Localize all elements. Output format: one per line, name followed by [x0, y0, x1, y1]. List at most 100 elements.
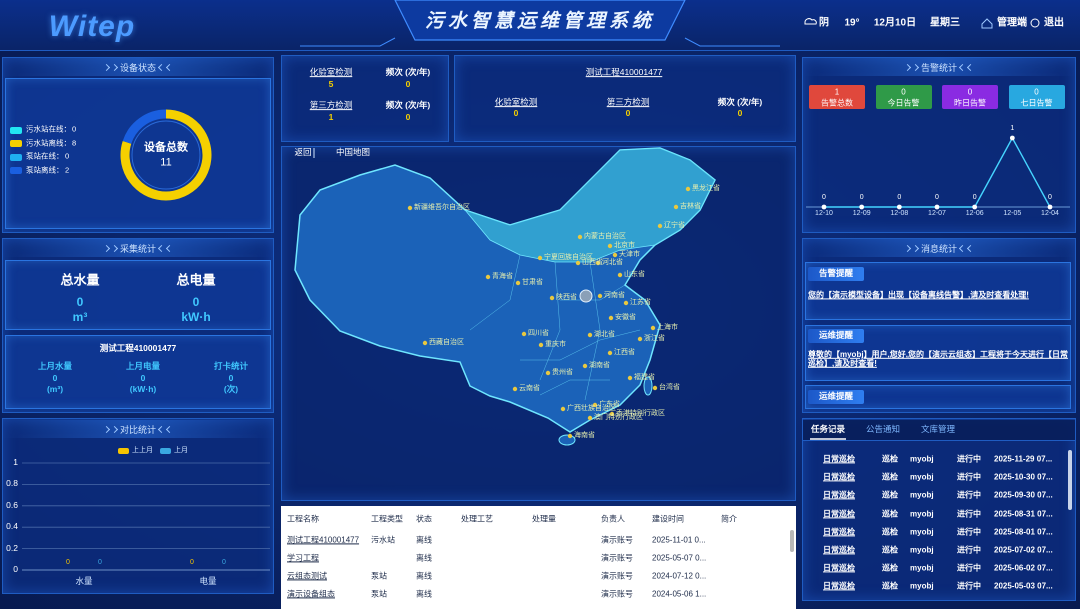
table-cell[interactable]: 测试工程410001477	[287, 535, 360, 545]
province-dot[interactable]	[617, 272, 623, 278]
taiwan-shape[interactable]	[643, 376, 653, 396]
task-cell[interactable]: 日常巡检	[823, 490, 855, 500]
task-cell[interactable]: 日常巡检	[823, 527, 855, 537]
province-dot[interactable]	[597, 293, 603, 299]
province-dot[interactable]	[422, 340, 428, 346]
province-label[interactable]: 陕西省	[556, 293, 577, 301]
province-label[interactable]: 海南省	[574, 431, 595, 439]
tab[interactable]: 任务记录	[810, 424, 846, 435]
province-label[interactable]: 黑龙江省	[692, 184, 720, 192]
inspection-label[interactable]: 第三方检测	[309, 100, 353, 111]
province-dot[interactable]	[607, 350, 613, 356]
province-label[interactable]: 云南省	[519, 384, 540, 392]
back-button[interactable]: 返回	[294, 147, 312, 158]
message-tag-text[interactable]: 运维提醒	[818, 330, 854, 341]
project-name[interactable]: 测试工程410001477	[585, 67, 663, 78]
province-dot[interactable]	[673, 204, 679, 210]
province-dot[interactable]	[521, 331, 527, 337]
alarm-card[interactable]	[942, 85, 998, 109]
alarm-card[interactable]	[875, 85, 932, 109]
logout-link[interactable]: 退出	[1044, 17, 1064, 29]
province-label[interactable]: 江西省	[614, 348, 635, 356]
scrollbar[interactable]	[1068, 450, 1072, 510]
province-label[interactable]: 广东省	[599, 400, 620, 408]
province-dot[interactable]	[485, 274, 491, 280]
province-label[interactable]: 湖南省	[589, 361, 610, 369]
province-dot[interactable]	[582, 363, 588, 369]
province-label[interactable]: 福建省	[634, 373, 655, 381]
task-cell[interactable]: 日常巡检	[823, 563, 855, 573]
alarm-card[interactable]	[1008, 85, 1065, 109]
province-label[interactable]: 河北省	[602, 258, 623, 266]
inspection-label[interactable]: 第三方检测	[606, 97, 650, 108]
message-tag[interactable]	[808, 329, 864, 343]
province-dot[interactable]	[623, 300, 629, 306]
alarm-card[interactable]	[809, 85, 865, 109]
message-tag-text[interactable]: 告警提醒	[818, 268, 854, 279]
province-dot[interactable]	[608, 315, 614, 321]
province-label[interactable]: 辽宁省	[664, 221, 685, 229]
province-label[interactable]: 湖北省	[594, 330, 615, 338]
message-tag[interactable]	[808, 267, 864, 281]
province-label[interactable]: 台湾省	[659, 383, 680, 391]
table-cell[interactable]: 云组态测试	[287, 571, 327, 581]
province-dot[interactable]	[607, 243, 613, 249]
message-text[interactable]: 您的【演示模型设备】出现【设备离线告警】,请及时查看处理!	[808, 290, 1029, 300]
task-cell[interactable]: 日常巡检	[823, 454, 855, 464]
hainan-shape[interactable]	[558, 434, 576, 446]
province-label[interactable]: 河南省	[604, 291, 625, 299]
province-dot[interactable]	[407, 205, 413, 211]
province-label[interactable]: 江苏省	[630, 298, 651, 306]
map-region[interactable]	[463, 147, 716, 263]
province-label[interactable]: 北京市	[614, 241, 635, 249]
province-dot[interactable]	[538, 342, 544, 348]
scrollbar[interactable]	[790, 530, 794, 552]
province-label[interactable]: 山西省	[582, 258, 603, 266]
province-dot[interactable]	[592, 402, 598, 408]
province-dot[interactable]	[575, 260, 581, 266]
message-text[interactable]: 尊敬的【myobj】用户,您好,您的【演示云组态】工程将于今天进行【日常巡检】,…	[808, 349, 1069, 368]
province-dot[interactable]	[577, 234, 583, 240]
inspection-label[interactable]: 化验室检测	[309, 67, 353, 78]
table-cell[interactable]: 演示设备组态	[287, 589, 335, 599]
province-dot[interactable]	[657, 223, 663, 229]
task-cell[interactable]: 日常巡检	[823, 509, 855, 518]
province-label[interactable]: 吉林省	[680, 202, 701, 210]
province-label[interactable]: 山东省	[624, 270, 645, 278]
province-dot[interactable]	[637, 336, 643, 342]
province-label[interactable]: 甘肃省	[522, 278, 543, 286]
province-dot[interactable]	[650, 325, 656, 331]
province-dot[interactable]	[567, 433, 573, 439]
admin-link[interactable]: 管理端	[997, 17, 1027, 29]
province-dot[interactable]	[512, 386, 518, 392]
province-label[interactable]: 青海省	[492, 272, 513, 280]
tab[interactable]: 公告通知	[865, 424, 901, 435]
province-dot[interactable]	[545, 370, 551, 376]
province-label[interactable]: 安徽省	[615, 313, 636, 321]
message-tag-text[interactable]: 运维提醒	[818, 391, 854, 402]
task-cell[interactable]: 日常巡检	[823, 472, 855, 482]
location-pin[interactable]	[579, 289, 593, 303]
province-dot[interactable]	[652, 385, 658, 391]
province-dot[interactable]	[560, 406, 566, 412]
province-dot[interactable]	[685, 186, 691, 192]
province-dot[interactable]	[549, 295, 555, 301]
province-label[interactable]: 广西壮族自治区	[567, 404, 616, 412]
province-dot[interactable]	[595, 260, 601, 266]
task-cell[interactable]: 日常巡检	[823, 545, 855, 555]
province-label[interactable]: 浙江省	[644, 334, 665, 342]
province-label[interactable]: 重庆市	[545, 340, 566, 348]
province-label[interactable]: 四川省	[528, 329, 549, 337]
province-label[interactable]: 天津市	[619, 250, 640, 258]
tab[interactable]: 文库管理	[920, 424, 956, 435]
province-dot[interactable]	[537, 255, 543, 261]
province-dot[interactable]	[612, 252, 618, 258]
table-cell[interactable]: 学习工程	[287, 553, 319, 563]
province-label[interactable]: 西藏自治区	[429, 338, 464, 346]
task-cell[interactable]: 日常巡检	[823, 581, 855, 591]
province-label[interactable]: 上海市	[657, 323, 678, 331]
power-icon[interactable]	[1030, 18, 1040, 28]
province-label[interactable]: 新疆维吾尔自治区	[414, 203, 470, 211]
province-dot[interactable]	[609, 411, 615, 417]
province-label[interactable]: 宁夏回族自治区	[544, 253, 593, 261]
